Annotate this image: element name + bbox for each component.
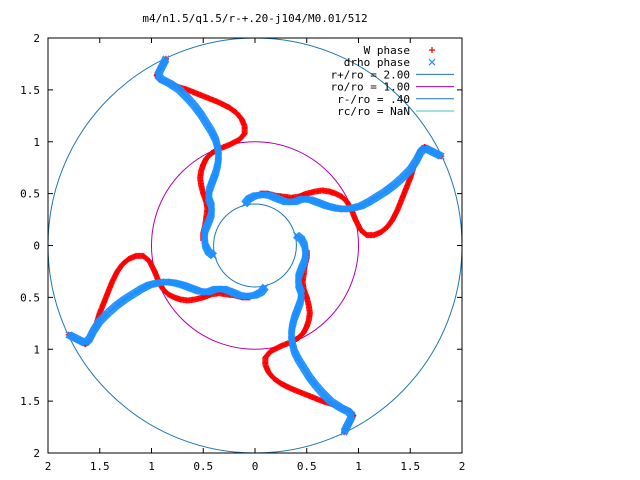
y-tick-label: 1.5 bbox=[20, 84, 40, 97]
circle-4 bbox=[213, 203, 297, 288]
drho-phase-point bbox=[437, 152, 445, 160]
y-tick-label: 2 bbox=[33, 447, 40, 460]
y-tick-label: 0.5 bbox=[20, 188, 40, 201]
x-tick-label: 0.5 bbox=[193, 460, 213, 473]
y-tick-label: 1 bbox=[33, 343, 40, 356]
drho-phase-series bbox=[65, 55, 445, 436]
x-tick-label: 0.5 bbox=[297, 460, 317, 473]
legend-label: W phase bbox=[364, 44, 410, 57]
drho-phase-point bbox=[162, 55, 170, 63]
x-tick-label: 2 bbox=[45, 460, 52, 473]
y-tick-label: 1.5 bbox=[20, 395, 40, 408]
legend-marker-plus bbox=[429, 47, 435, 53]
y-tick-label: 0 bbox=[33, 240, 40, 253]
legend-label: r+/ro = 2.00 bbox=[331, 68, 410, 81]
legend-label: r-/ro = .40 bbox=[337, 93, 410, 106]
legend-label: rc/ro = NaN bbox=[337, 105, 410, 118]
x-tick-label: 1 bbox=[355, 460, 362, 473]
y-tick-label: 2 bbox=[33, 32, 40, 45]
legend-marker-x bbox=[428, 58, 436, 66]
legend-label: drho phase bbox=[344, 56, 410, 69]
chart-title: m4/n1.5/q1.5/r-+.20-j104/M0.01/512 bbox=[142, 12, 367, 25]
x-tick-label: 1.5 bbox=[400, 460, 420, 473]
y-tick-label: 1 bbox=[33, 136, 40, 149]
y-tick-label: 0.5 bbox=[20, 291, 40, 304]
x-tick-label: 0 bbox=[252, 460, 259, 473]
x-tick-label: 1.5 bbox=[90, 460, 110, 473]
drho-phase-point bbox=[340, 428, 348, 436]
legend-label: ro/ro = 1.00 bbox=[331, 81, 410, 94]
x-tick-label: 2 bbox=[459, 460, 466, 473]
x-tick-label: 1 bbox=[148, 460, 155, 473]
axis-ticks: 2 1.5 1 0.5 0 0.5 1 1.5 221.510.500.511.52 bbox=[20, 32, 465, 473]
drho-phase-point bbox=[65, 331, 73, 339]
circle-3 bbox=[151, 141, 359, 350]
